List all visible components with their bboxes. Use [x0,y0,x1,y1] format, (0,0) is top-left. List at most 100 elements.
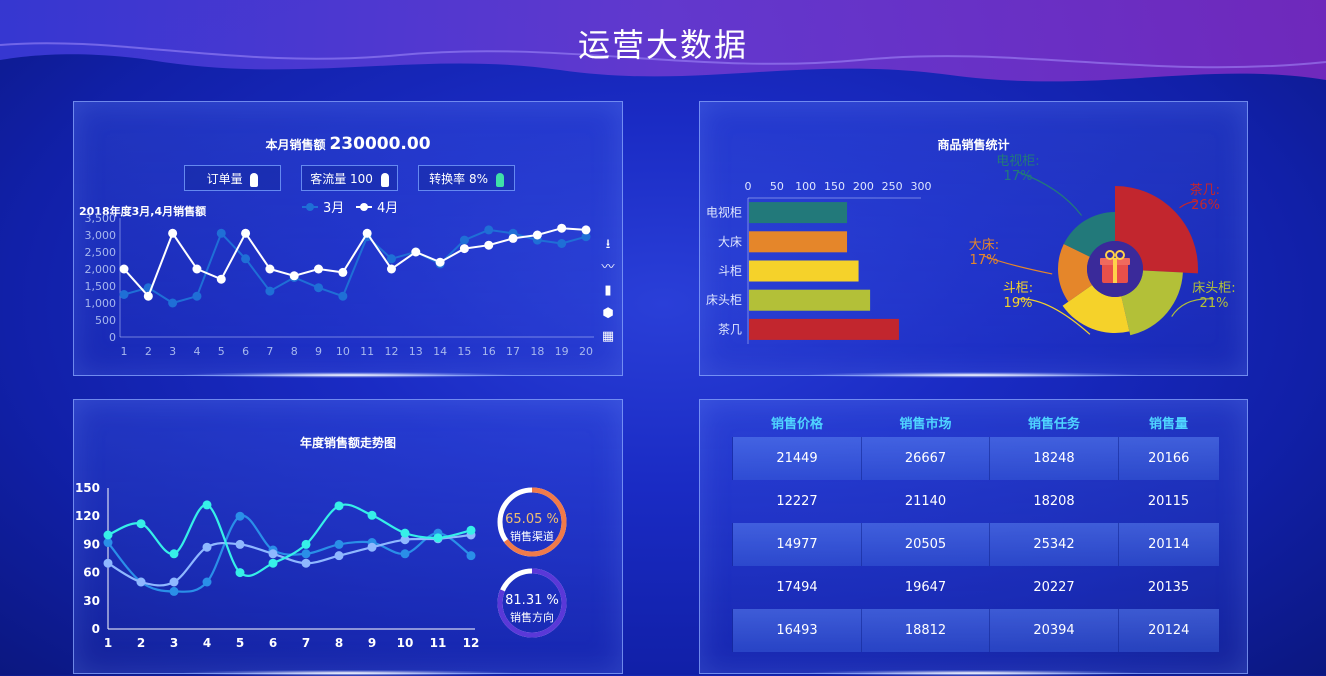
x-tick-label: 2 [137,636,145,650]
data-point [557,239,567,248]
x-tick-label: 100 [795,180,816,193]
category-label: 床头柜 [706,293,742,307]
panel-glow [809,372,1138,378]
ring-label: 销售渠道 [510,529,554,543]
table-cell: 18248 [989,437,1119,480]
data-point [119,290,129,299]
lamp-icon [380,172,389,187]
table-cell: 20227 [1033,580,1075,595]
data-point [334,551,344,561]
legend-marker [360,203,368,211]
data-point [314,283,324,293]
data-point [367,510,377,520]
pie-slice [1058,244,1093,302]
data-point [103,558,113,568]
y-tick-label: 150 [75,481,100,495]
table-cell: 21140 [904,494,947,509]
table-cell: 18208 [1033,494,1075,509]
x-tick-label: 1 [104,636,112,650]
gift-bow [1105,250,1115,260]
data-point [103,538,113,548]
data-point [301,539,311,549]
data-point [301,549,311,559]
y-tick-label: 0 [92,622,100,636]
yearly-chart-title: 年度销售额走势图 [299,436,396,450]
y-tick-label: 2,000 [85,263,117,276]
panel-glow [183,670,513,676]
x-tick-label: 11 [360,345,374,358]
data-point [265,264,275,274]
table-header-row: 销售价格 销售市场 销售任务 销售量 [733,408,1219,436]
slice-percent-label: 17% [970,253,999,268]
table-cell: 20135 [1147,580,1190,595]
traffic-label: 客流量 100 [310,172,373,186]
table-row: 12227 21140 18208 20115 [733,480,1219,523]
data-point [235,568,245,578]
data-point [362,228,372,238]
bar-chart-icon[interactable]: ▮ [604,283,612,298]
legend-label: 4月 [377,201,398,216]
y-tick-label: 2,500 [85,246,117,259]
x-tick-label: 6 [242,345,249,358]
y-tick-label: 1,000 [85,297,117,310]
data-point [136,519,146,529]
data-point [168,298,178,308]
data-point [334,501,344,511]
gift-icon [1100,250,1130,283]
x-tick-label: 12 [384,345,398,358]
label-leader [983,255,1053,275]
y-tick-label: 500 [95,314,116,327]
data-point [433,533,443,543]
data-point [338,291,348,301]
bar [749,289,871,311]
table-cell: 20505 [861,523,990,566]
data-point [557,223,567,233]
ring-progress [497,568,567,638]
table-cell: 19647 [904,580,947,595]
x-tick-label: 9 [315,345,322,358]
slice-name-label: 电视柜: [996,154,1039,169]
y-tick-label: 0 [109,331,116,344]
x-tick-label: 4 [193,345,200,358]
y-tick-label: 3,500 [85,212,117,225]
x-tick-label: 0 [745,180,752,193]
table-cell: 20114 [1118,523,1219,566]
x-tick-label: 7 [266,345,273,358]
lamp-icon [250,172,259,187]
data-point [216,228,226,238]
goods-chart-title: 商品销售统计 [937,138,1010,152]
x-tick-label: 200 [853,180,874,193]
x-tick-label: 10 [397,636,414,650]
x-tick-label: 12 [463,636,480,650]
slice-percent-label: 21% [1200,296,1229,311]
data-point [508,233,518,243]
slice-percent-label: 26% [1191,198,1220,213]
category-label: 大床 [718,235,742,249]
table-cell: 16493 [732,609,862,652]
slice-percent-label: 17% [1004,169,1033,184]
slice-name-label: 斗柜: [1003,281,1033,296]
line-chart-icon[interactable]: 〰 [601,260,615,275]
data-point [581,225,591,235]
download-icon[interactable]: ⭳ [605,237,611,252]
hexagon-icon[interactable]: ⬢ [602,306,614,321]
chart-toolbox: ⭳ 〰 ▮ ⬢ ▦ [600,237,616,352]
data-point [484,225,494,235]
data-point [192,291,202,301]
pie-slice [1115,186,1198,274]
data-point [459,244,469,254]
x-tick-label: 20 [579,345,593,358]
x-tick-label: 16 [482,345,496,358]
y-tick-label: 3,000 [85,229,117,242]
x-tick-label: 18 [530,345,544,358]
x-tick-label: 13 [409,345,423,358]
monthly-sales-panel: 本月销售额 230000.00 订单量 客流量 100 转换率 8% 2018年度… [73,101,623,378]
label-leader [1017,298,1091,335]
gift-bow [1115,250,1125,260]
grid-icon[interactable]: ▦ [601,329,615,344]
sales-table-panel: 销售价格 销售市场 销售任务 销售量 21449 26667 18248 201… [699,399,1248,676]
x-tick-label: 250 [882,180,903,193]
x-tick-label: 17 [506,345,520,358]
data-point [202,500,212,510]
data-point [301,558,311,568]
